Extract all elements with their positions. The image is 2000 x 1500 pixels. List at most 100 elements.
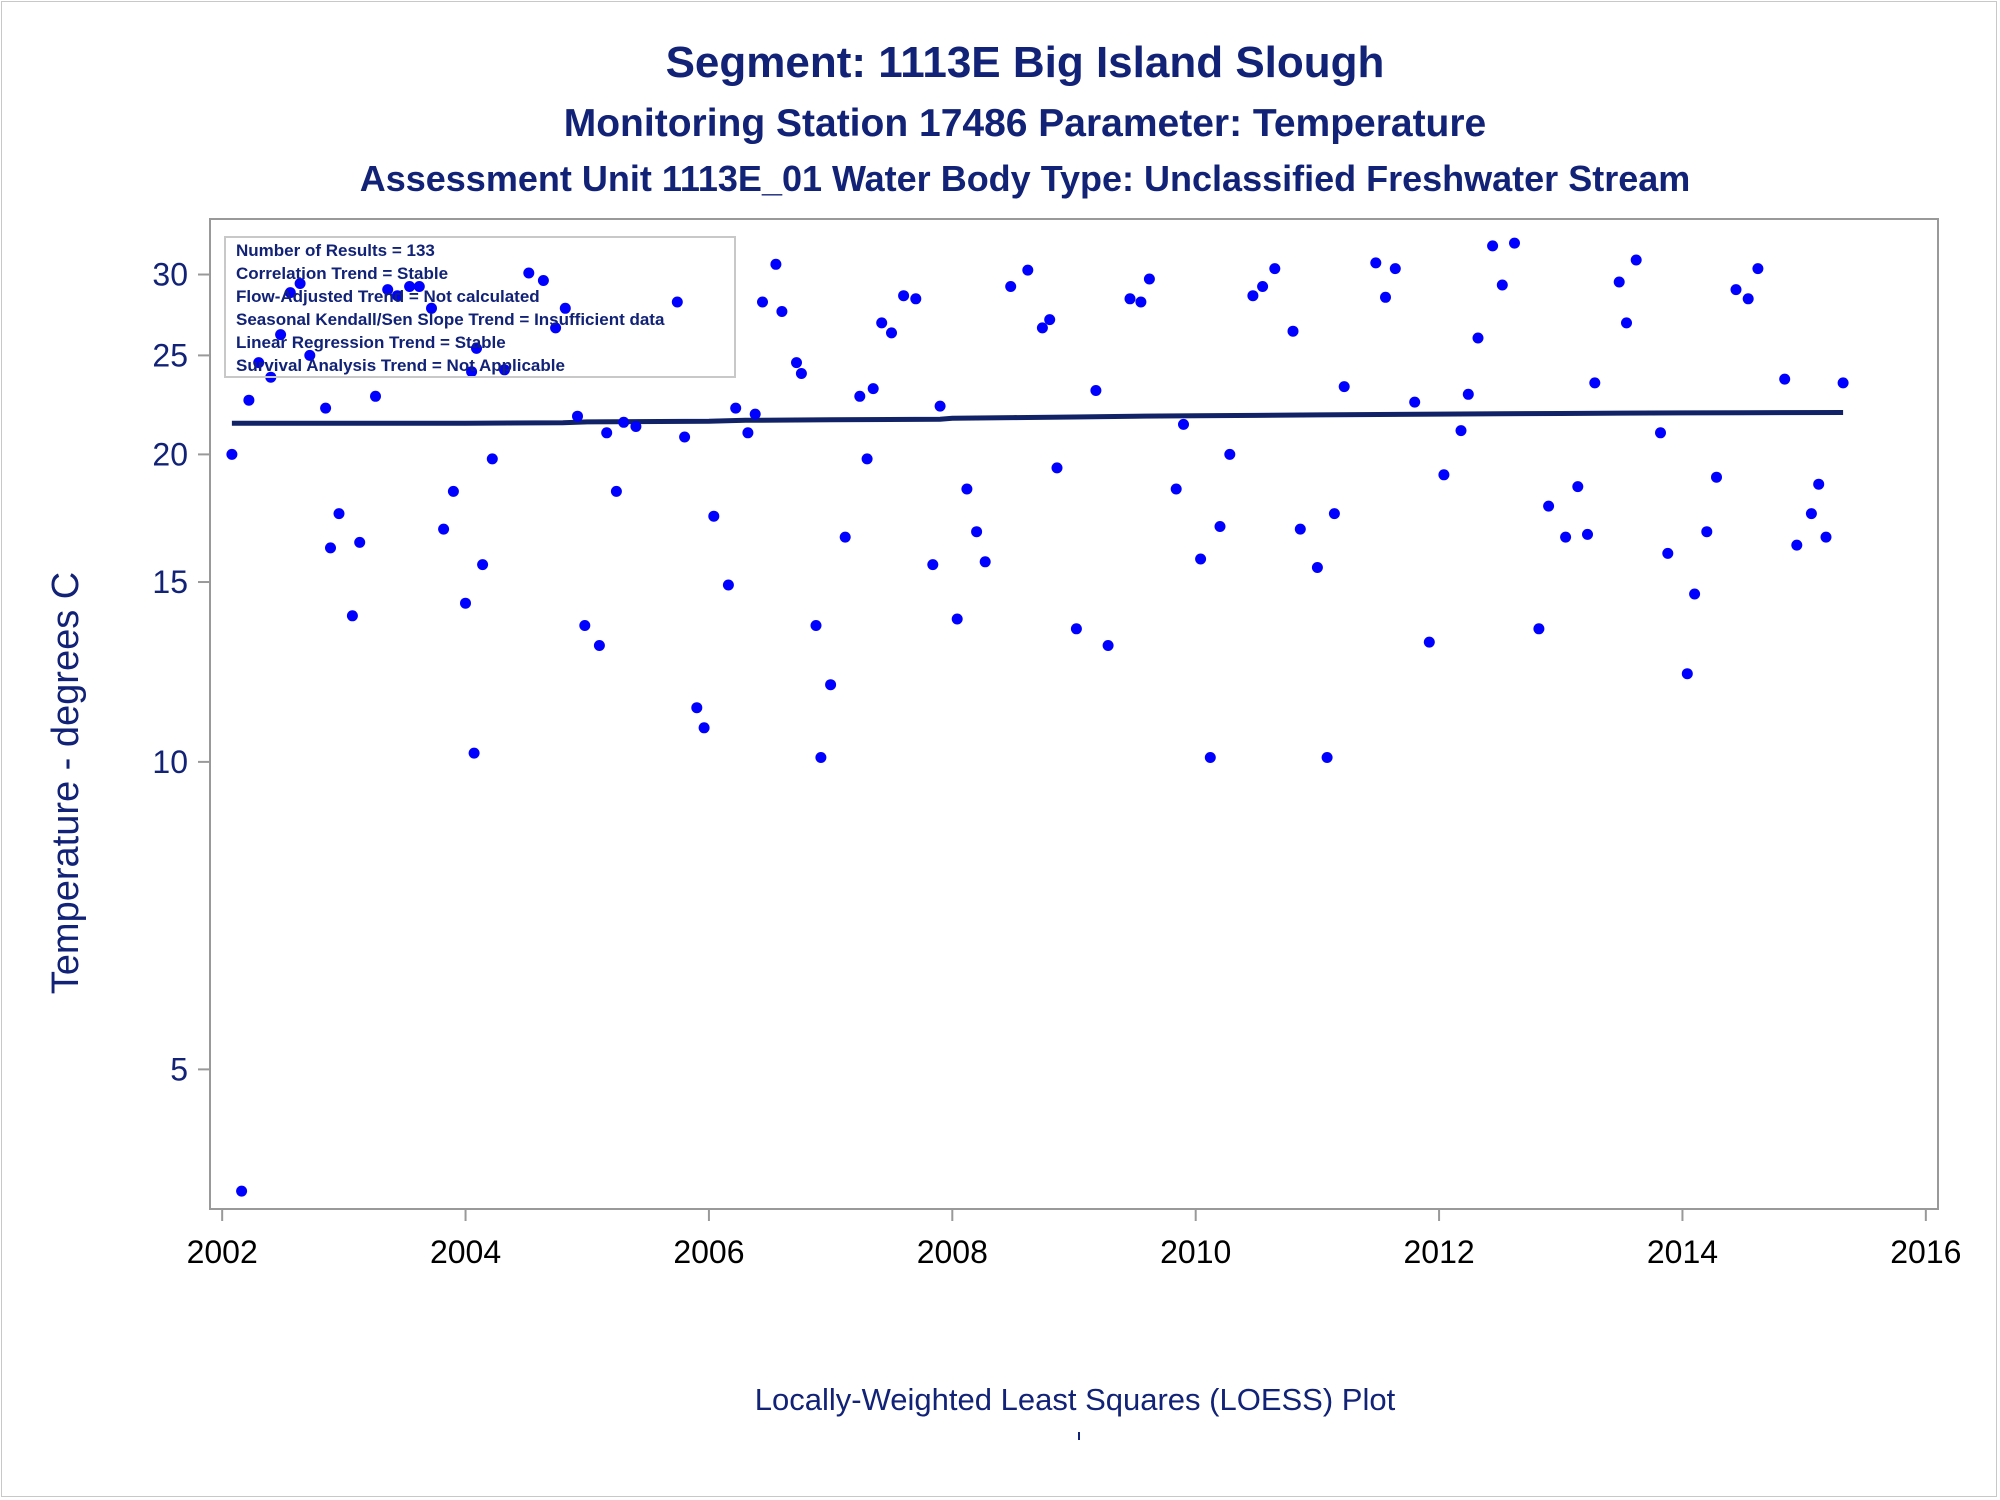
- data-point: [1572, 481, 1584, 493]
- data-point: [468, 747, 480, 759]
- data-point: [1204, 752, 1216, 763]
- y-tick-label: 15: [152, 564, 188, 600]
- x-tick-label: 2004: [430, 1234, 501, 1270]
- data-point: [1090, 385, 1102, 396]
- data-point: [757, 296, 768, 308]
- y-tick-label: 10: [152, 744, 188, 780]
- data-point: [1370, 257, 1382, 269]
- data-point: [839, 531, 851, 543]
- data-point: [354, 536, 366, 548]
- data-point: [1496, 279, 1508, 291]
- data-point: [1837, 377, 1849, 389]
- data-point: [486, 453, 498, 465]
- data-point: [572, 410, 583, 422]
- x-tick-label: 2016: [1890, 1234, 1961, 1270]
- data-point: [630, 421, 642, 432]
- data-point: [320, 402, 332, 414]
- data-point: [1321, 752, 1333, 763]
- data-point: [1752, 263, 1764, 275]
- plot-axes: 5 10 15 20 25 30 2002 2004 2006 2008 2010 2012 2014 2…: [152, 218, 1961, 1270]
- data-point: [698, 722, 710, 734]
- data-point: [382, 284, 394, 296]
- data-point: [961, 483, 973, 495]
- data-point: [1681, 668, 1693, 680]
- data-point: [708, 510, 720, 522]
- data-point: [1813, 478, 1825, 490]
- data-point: [1820, 531, 1832, 543]
- data-point: [523, 267, 535, 279]
- data-point: [1613, 276, 1625, 288]
- data-point: [1472, 332, 1484, 344]
- data-point: [1805, 508, 1817, 520]
- data-point: [927, 559, 939, 571]
- data-point: [1178, 418, 1189, 430]
- data-point: [742, 427, 754, 439]
- stats-legend-line: Linear Regression Trend = Stable: [236, 333, 506, 352]
- chart-subtitle-2: Assessment Unit 1113E_01 Water Body Type…: [359, 158, 1691, 199]
- data-point: [550, 322, 562, 334]
- data-point: [601, 427, 613, 439]
- data-point: [226, 448, 238, 460]
- data-point: [815, 752, 827, 763]
- data-point: [971, 526, 983, 538]
- data-point: [1742, 293, 1754, 305]
- data-point: [1630, 254, 1642, 266]
- data-point: [1389, 263, 1401, 275]
- data-point: [867, 383, 879, 395]
- x-tick-label: 2002: [187, 1234, 258, 1270]
- data-point: [825, 679, 837, 691]
- data-point: [795, 368, 807, 379]
- plot-marks: [226, 237, 1849, 1197]
- data-point: [1328, 508, 1340, 520]
- data-point: [1462, 388, 1474, 400]
- data-point: [1689, 588, 1701, 600]
- data-point: [294, 278, 306, 289]
- data-point: [1711, 471, 1722, 483]
- y-tick-label: 25: [152, 337, 188, 373]
- data-point: [886, 327, 897, 339]
- data-point: [898, 290, 910, 302]
- stats-legend-box: [224, 236, 736, 378]
- data-point: [413, 281, 425, 292]
- data-point: [404, 281, 416, 292]
- data-point: [1582, 528, 1593, 540]
- data-point: [559, 302, 571, 314]
- data-point: [1791, 539, 1803, 551]
- data-point: [1036, 322, 1048, 334]
- y-tick-label: 30: [152, 257, 188, 293]
- data-point: [346, 610, 358, 622]
- data-point: [499, 364, 510, 376]
- data-point: [284, 287, 296, 299]
- data-point: [1135, 296, 1147, 308]
- stats-legend-line: Survival Analysis Trend = Not Applicable: [236, 356, 565, 375]
- data-point: [934, 400, 946, 412]
- data-point: [253, 357, 265, 369]
- data-point: [722, 579, 734, 591]
- data-point: [1409, 396, 1421, 408]
- data-point: [1257, 281, 1269, 292]
- data-point: [671, 296, 683, 308]
- data-point: [460, 597, 471, 609]
- data-point: [810, 620, 822, 631]
- data-point: [1214, 521, 1226, 532]
- data-point: [1143, 273, 1155, 285]
- data-point: [1102, 640, 1114, 651]
- y-tick-label: 20: [152, 436, 188, 472]
- stats-legend-line: Flow-Adjusted Trend = Not calculated: [236, 287, 540, 306]
- data-point: [370, 390, 381, 402]
- data-point: [1051, 462, 1063, 474]
- data-point: [1487, 240, 1499, 252]
- data-point: [1338, 381, 1350, 393]
- chart-title: Segment: 1113E Big Island Slough: [665, 38, 1385, 87]
- data-point: [466, 366, 478, 378]
- x-tick-label: 2006: [673, 1234, 744, 1270]
- x-tick-label: 2010: [1160, 1234, 1231, 1270]
- data-point: [1124, 293, 1136, 305]
- data-point: [426, 302, 437, 314]
- data-point: [618, 416, 630, 428]
- data-point: [325, 542, 336, 554]
- data-point: [477, 559, 489, 571]
- footnote-text: Locally-Weighted Least Squares (LOESS) P…: [754, 1382, 1396, 1417]
